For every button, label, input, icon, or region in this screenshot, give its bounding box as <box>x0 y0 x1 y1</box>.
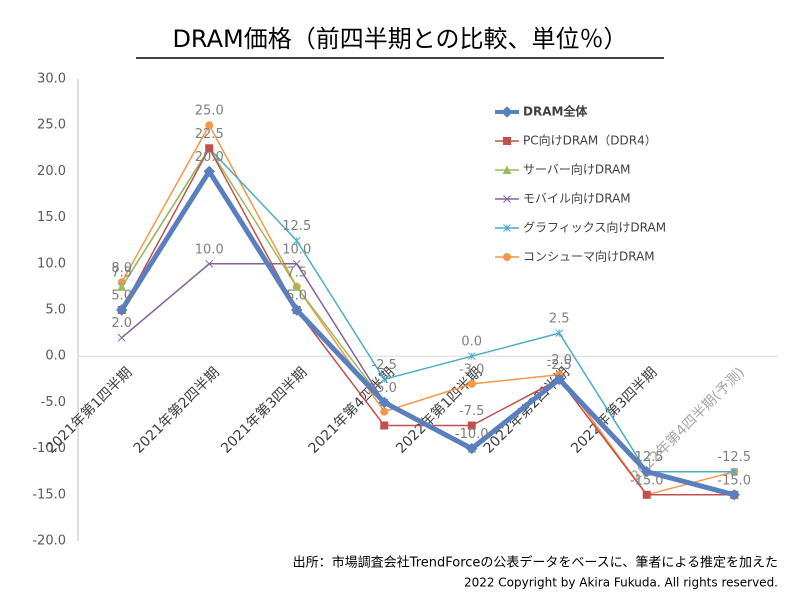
x-tick-label: 2021年第3四半期 <box>217 364 310 457</box>
marker <box>203 165 215 178</box>
y-tick-label: -15.0 <box>32 487 66 502</box>
data-label: -2.5 <box>372 358 397 373</box>
data-label: 0.0 <box>461 335 482 350</box>
x-tick-label: 2021年第2四半期 <box>130 364 223 457</box>
data-label: -15.0 <box>717 473 751 488</box>
data-label: -2.5 <box>547 358 572 373</box>
legend-label: グラフィックス向けDRAM <box>523 220 666 235</box>
marker <box>117 333 126 342</box>
x-tick-label: 2021年第1四半期 <box>42 364 135 457</box>
marker <box>380 375 389 384</box>
marker <box>501 106 513 118</box>
legend-label: コンシューマ向けDRAM <box>523 249 655 264</box>
y-tick-label: -5.0 <box>41 395 66 410</box>
data-label: 7.5 <box>286 265 307 280</box>
marker <box>467 352 476 361</box>
y-tick-label: 20.0 <box>37 164 66 179</box>
marker <box>553 373 565 386</box>
y-tick-label: 15.0 <box>37 210 66 225</box>
marker <box>205 259 214 268</box>
marker <box>642 490 651 499</box>
series-line <box>121 146 735 496</box>
marker <box>292 282 302 291</box>
data-label: 10.0 <box>282 242 311 257</box>
y-tick-label: 0.0 <box>45 349 66 364</box>
data-label: -10.0 <box>455 427 489 442</box>
marker <box>503 224 511 232</box>
y-tick-label: 5.0 <box>45 303 66 318</box>
marker <box>205 144 214 153</box>
marker <box>467 379 476 388</box>
source-note: 出所：市場調査会社TrendForceの公表データをベースに、筆者による推定を加… <box>293 555 778 571</box>
marker <box>730 467 739 476</box>
marker <box>292 236 301 245</box>
marker <box>503 253 511 261</box>
y-tick-label: -10.0 <box>32 441 66 456</box>
marker <box>380 421 389 430</box>
copyright: 2022 Copyright by Akira Fukuda. All righ… <box>464 576 778 590</box>
marker <box>467 421 476 430</box>
data-label: 5.0 <box>111 289 132 304</box>
marker <box>291 304 303 316</box>
data-label: 2.0 <box>111 316 132 331</box>
legend-label: サーバー向けDRAM <box>523 162 631 177</box>
data-label: -5.0 <box>372 381 397 396</box>
data-label: -12.5 <box>717 450 751 465</box>
marker <box>117 282 127 291</box>
series-line <box>121 146 735 496</box>
data-label: 8.0 <box>111 261 132 276</box>
marker <box>116 304 128 316</box>
y-tick-label: -20.0 <box>32 534 66 549</box>
marker <box>503 137 511 145</box>
marker <box>466 442 478 455</box>
y-tick-label: 10.0 <box>37 256 66 271</box>
data-label: -2.0 <box>547 353 572 368</box>
marker <box>205 121 214 130</box>
data-label: -12.5 <box>630 450 664 465</box>
marker <box>378 396 390 409</box>
legend-label: DRAM全体 <box>523 104 588 119</box>
data-label: 5.0 <box>286 289 307 304</box>
marker <box>641 465 653 478</box>
data-label: -3.0 <box>459 362 484 377</box>
legend-label: モバイル向けDRAM <box>523 191 631 206</box>
data-label: 25.0 <box>195 104 224 119</box>
y-tick-label: 25.0 <box>37 118 66 133</box>
marker <box>503 195 511 203</box>
data-label: 20.0 <box>195 150 224 165</box>
chart-title: DRAM価格（前四半期との比較、単位％） <box>172 25 627 53</box>
data-label: 22.5 <box>195 127 224 142</box>
data-label: 7.5 <box>111 265 132 280</box>
data-label: 12.5 <box>282 219 311 234</box>
x-tick-label: 2022年第3四半期 <box>567 364 660 457</box>
marker <box>555 329 564 337</box>
data-label: 2.5 <box>549 312 570 327</box>
y-tick-label: 30.0 <box>37 72 66 87</box>
legend-label: PC向けDRAM（DDR4） <box>523 133 657 148</box>
data-label: -7.5 <box>459 404 484 419</box>
series-line <box>121 147 735 473</box>
marker <box>380 407 389 416</box>
series-line <box>119 166 735 498</box>
marker <box>292 259 301 268</box>
marker <box>728 489 740 501</box>
marker <box>502 165 512 174</box>
data-label: 10.0 <box>195 242 224 257</box>
data-label: -15.0 <box>630 473 664 488</box>
